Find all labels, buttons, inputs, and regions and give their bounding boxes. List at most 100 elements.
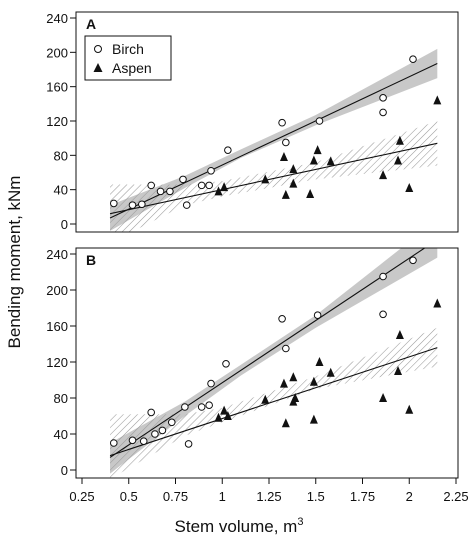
y-tick-label: 240: [46, 11, 68, 26]
aspen-point: [306, 188, 315, 198]
y-tick-label: 200: [46, 283, 68, 298]
birch-point: [147, 408, 155, 417]
y-tick-label: 160: [46, 319, 68, 334]
birch-point: [109, 439, 118, 447]
birch-point: [109, 199, 118, 208]
legend-label: Aspen: [112, 60, 152, 76]
birch-fit-line: [109, 62, 438, 219]
birch-point: [156, 187, 165, 196]
aspen-confidence-band: [110, 327, 438, 478]
birch-point: [179, 175, 187, 184]
birch-confidence-band: [110, 248, 438, 474]
plot-frame: [75, 11, 459, 233]
aspen-point: [315, 357, 324, 366]
birch-point: [409, 55, 417, 64]
birch-point: [147, 181, 155, 190]
aspen-point: [289, 164, 298, 174]
birch-point: [158, 426, 167, 435]
y-tick-label: 240: [46, 247, 68, 262]
panel-label: B: [86, 252, 96, 268]
birch-point: [278, 118, 286, 127]
aspen-point: [281, 418, 290, 428]
aspen-point: [433, 298, 442, 308]
aspen-point: [279, 378, 288, 388]
aspen-point: [395, 135, 404, 145]
aspen-point: [214, 412, 223, 422]
panel-b: 0 40 80 120 160 200 240 0.25 0.5 0.75 1 1.25 1.5 1.75…: [46, 247, 468, 504]
birch-point: [313, 311, 322, 320]
y-tick-label: 0: [61, 463, 68, 478]
x-tick-label: 0.5: [120, 489, 138, 504]
aspen-point: [261, 174, 270, 184]
y-tick-label: 120: [46, 114, 68, 129]
birch-point: [207, 166, 215, 175]
x-tick-label: 2.25: [443, 489, 468, 504]
birch-point: [222, 360, 230, 368]
birch-point: [139, 437, 148, 446]
birch-point: [207, 379, 215, 388]
y-tick-label: 120: [46, 355, 68, 370]
y-axis-label: Bending moment, kNm: [5, 176, 24, 349]
aspen-fit-line: [109, 142, 438, 215]
aspen-point: [279, 152, 288, 162]
y-tick-label: 0: [61, 217, 68, 232]
data-points: [109, 55, 442, 209]
y-tick-label: 40: [54, 183, 68, 198]
birch-confidence-band: [110, 48, 438, 231]
birch-point: [181, 403, 189, 411]
x-tick-label: 0.25: [69, 489, 94, 504]
birch-point: [167, 418, 176, 427]
x-tick-label: 1.5: [307, 489, 325, 504]
aspen-point: [433, 95, 442, 105]
birch-point: [128, 201, 137, 209]
aspen-point: [220, 405, 229, 415]
aspen-point: [405, 404, 414, 414]
aspen-confidence-band: [110, 121, 438, 232]
x-tick-label: 1.75: [350, 489, 375, 504]
aspen-point: [379, 393, 388, 402]
birch-point: [205, 181, 213, 190]
birch-point: [379, 272, 387, 281]
y-tick-label: 160: [46, 80, 68, 95]
aspen-fit-line: [109, 347, 438, 457]
aspen-point: [394, 155, 403, 165]
x-tick-label: 1.25: [256, 489, 281, 504]
birch-point: [379, 108, 387, 117]
birch-point: [197, 181, 206, 190]
aspen-point: [281, 189, 290, 199]
birch-point: [278, 315, 286, 323]
x-axis-label-superscript: 3: [297, 516, 303, 528]
aspen-point: [291, 393, 300, 402]
x-axis-label: Stem volume, m3: [175, 516, 304, 536]
panel-label: A: [86, 16, 96, 32]
legend-birch-marker: [94, 45, 102, 53]
birch-point: [379, 94, 387, 102]
birch-point: [184, 440, 193, 448]
x-tick-label: 2: [406, 489, 413, 504]
aspen-point: [379, 170, 388, 180]
y-tick-label: 80: [54, 148, 68, 163]
birch-point: [205, 401, 213, 410]
birch-point: [409, 256, 417, 265]
aspen-point: [309, 155, 318, 165]
aspen-point: [309, 376, 318, 386]
birch-point: [282, 138, 290, 147]
y-tick-label: 200: [46, 45, 68, 60]
birch-point: [151, 430, 159, 438]
aspen-point: [395, 330, 404, 339]
x-axis-label-text: Stem volume, m: [175, 517, 298, 536]
legend: Birch Aspen: [84, 35, 172, 81]
birch-point: [128, 436, 137, 445]
aspen-point: [220, 182, 229, 192]
birch-point: [379, 310, 387, 319]
x-tick-label: 0.75: [163, 489, 188, 504]
birch-point: [282, 344, 290, 353]
birch-point: [166, 187, 174, 196]
birch-point: [224, 146, 232, 154]
confidence-bands: [110, 48, 438, 232]
aspen-point: [214, 186, 223, 196]
data-points: [109, 256, 442, 448]
aspen-point: [326, 367, 335, 377]
legend-label: Birch: [112, 41, 144, 57]
